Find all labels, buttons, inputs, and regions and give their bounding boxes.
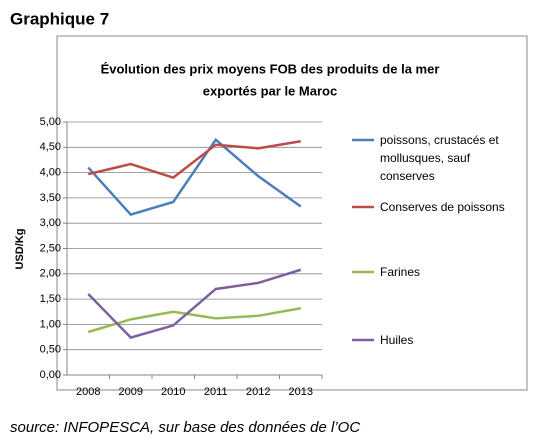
source: source: INFOPESCA, sur base des données … bbox=[10, 419, 360, 436]
series-line bbox=[87, 268, 302, 339]
y-tick-label: 2,50 bbox=[40, 242, 61, 254]
y-axis-label: USD/Kg bbox=[14, 229, 26, 270]
series-line bbox=[87, 137, 302, 217]
y-tick-label: 1,50 bbox=[40, 293, 61, 305]
legend-label: Farines bbox=[380, 265, 421, 279]
x-tick-label: 2013 bbox=[289, 386, 313, 398]
x-tick-label: 2011 bbox=[204, 386, 228, 398]
y-tick-label: 1,00 bbox=[40, 318, 61, 330]
heading: Graphique 7 bbox=[10, 9, 109, 28]
y-tick-label: 4,50 bbox=[40, 141, 61, 153]
x-tick-label: 2010 bbox=[161, 386, 185, 398]
y-tick-label: 0,50 bbox=[40, 344, 61, 356]
x-tick-label: 2012 bbox=[246, 386, 270, 398]
legend-label: Huiles bbox=[380, 333, 414, 347]
x-tick-label: 2009 bbox=[119, 386, 143, 398]
y-tick-label: 3,00 bbox=[40, 217, 61, 229]
legend-label: poissons, crustacés et mollusques, sauf … bbox=[380, 133, 499, 183]
x-tick-label: 2008 bbox=[76, 386, 100, 398]
legend-label: Conserves de poissons bbox=[380, 200, 505, 214]
y-tick-label: 3,50 bbox=[40, 192, 61, 204]
chart-title: exportés par le Maroc bbox=[203, 83, 337, 98]
chart-title: Évolution des prix moyens FOB des produi… bbox=[101, 61, 440, 76]
y-tick-label: 4,00 bbox=[40, 167, 61, 179]
y-tick-label: 0,00 bbox=[40, 369, 61, 381]
y-tick-label: 2,00 bbox=[40, 268, 61, 280]
y-tick-label: 5,00 bbox=[40, 116, 61, 128]
series-line bbox=[87, 306, 301, 334]
series-line bbox=[87, 139, 301, 180]
